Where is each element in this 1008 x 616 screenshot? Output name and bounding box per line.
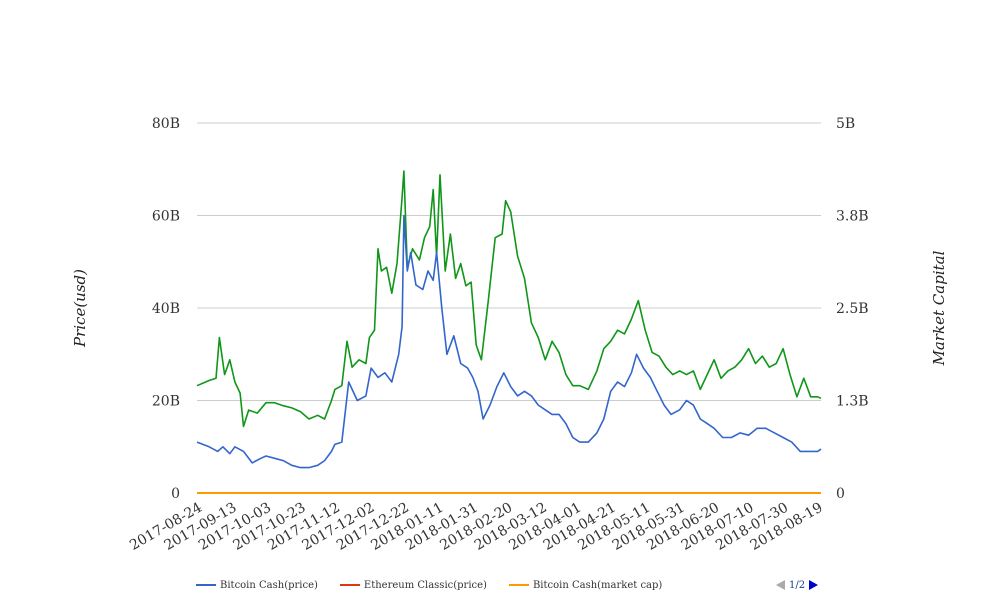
- y-right-tick-label: 2.5B: [836, 301, 869, 317]
- legend-swatch: [508, 584, 529, 586]
- y-left-tick-label: 80B: [152, 116, 180, 132]
- y-left-tick-label: 60B: [152, 209, 180, 225]
- y-right-tick-label: 1.3B: [836, 394, 869, 410]
- legend-label: Bitcoin Cash(price): [220, 579, 318, 591]
- legend-label: Bitcoin Cash(market cap): [532, 579, 663, 591]
- y-left-tick-label: 0: [171, 486, 180, 502]
- legend-swatch: [339, 584, 360, 586]
- y-left-axis-title: Price(usd): [71, 269, 89, 348]
- y-right-tick-label: 5B: [836, 116, 855, 132]
- y-right-tick-label: 0: [836, 486, 845, 502]
- legend: Bitcoin Cash(price) Ethereum Classic(pri…: [196, 577, 684, 593]
- previous-page-arrow-icon[interactable]: [776, 580, 785, 590]
- legend-item-ethereum-classic-price[interactable]: Ethereum Classic(price): [339, 579, 487, 591]
- y-left-tick-label: 20B: [152, 394, 180, 410]
- series-line-bitcoin-cash-price: [196, 214, 822, 469]
- legend-label: Ethereum Classic(price): [363, 579, 487, 591]
- y-right-axis-title: Market Capital: [930, 250, 948, 366]
- legend-swatch: [196, 584, 216, 586]
- y-left-tick-label: 40B: [152, 301, 180, 317]
- legend-item-bitcoin-cash-market-cap[interactable]: Bitcoin Cash(market cap): [508, 579, 663, 591]
- next-page-arrow-icon[interactable]: [809, 580, 819, 590]
- y-right-tick-label: 3.8B: [836, 209, 869, 225]
- legend-page-indicator: 1/2: [789, 579, 806, 591]
- legend-pager: 1/2: [776, 577, 819, 593]
- legend-item-bitcoin-cash-price[interactable]: Bitcoin Cash(price): [196, 580, 318, 591]
- series-line-market-capital: [196, 170, 822, 428]
